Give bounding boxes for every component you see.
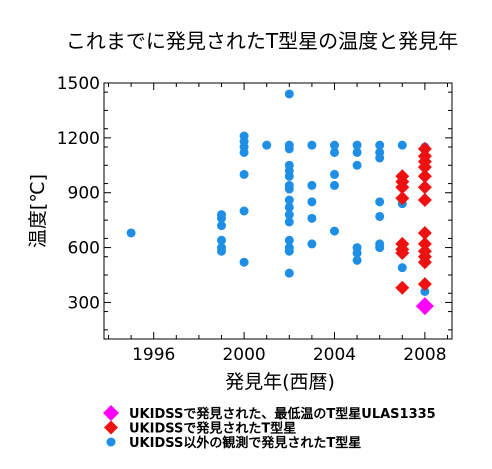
x-tick-label: 2004 bbox=[313, 345, 356, 365]
data-point-other bbox=[284, 268, 294, 278]
data-point-other bbox=[217, 221, 227, 231]
data-point-other bbox=[352, 160, 362, 170]
data-point-other bbox=[284, 210, 294, 220]
data-point-ukidss bbox=[395, 191, 410, 206]
chart-title: これまでに発見されたT型星の温度と発見年 bbox=[66, 29, 458, 53]
data-point-ulas1335 bbox=[415, 297, 434, 316]
data-point-other bbox=[284, 184, 294, 194]
data-point-other bbox=[284, 202, 294, 212]
data-point-other bbox=[375, 197, 385, 207]
x-axis-label: 発見年(西暦) bbox=[225, 371, 335, 393]
data-point-other bbox=[375, 243, 385, 253]
legend-label: UKIDSS以外の観測で発見されたT型星 bbox=[129, 435, 361, 451]
data-point-other bbox=[284, 144, 294, 154]
data-point-other bbox=[284, 217, 294, 227]
data-point-ukidss bbox=[417, 255, 432, 270]
data-point-other bbox=[397, 140, 407, 150]
data-point-other bbox=[329, 226, 339, 236]
data-point-other bbox=[329, 140, 339, 150]
data-point-ukidss bbox=[395, 246, 410, 261]
y-tick-label: 900 bbox=[68, 184, 100, 204]
data-point-other bbox=[217, 246, 227, 256]
legend-marker bbox=[103, 405, 119, 421]
legend-label: UKIDSSで発見されたT型星 bbox=[129, 421, 296, 437]
data-point-ukidss bbox=[417, 180, 432, 195]
data-point-ukidss bbox=[395, 280, 410, 295]
data-point-ukidss bbox=[417, 225, 432, 240]
legend-marker bbox=[104, 420, 118, 435]
y-axis: 300 600 900 1200 1500 bbox=[57, 74, 452, 331]
x-tick-label: 2008 bbox=[403, 345, 446, 365]
y-tick-label: 1200 bbox=[57, 129, 100, 149]
data-point-ukidss bbox=[417, 236, 432, 251]
data-point-other bbox=[329, 169, 339, 179]
legend-marker bbox=[106, 437, 116, 447]
data-point-other bbox=[284, 195, 294, 205]
x-axis: 1996 2000 2004 2008 bbox=[108, 83, 448, 365]
data-point-other bbox=[239, 257, 249, 267]
data-point-other bbox=[284, 246, 294, 256]
data-point-other bbox=[284, 89, 294, 99]
data-point-other bbox=[397, 263, 407, 273]
data-point-other bbox=[352, 147, 362, 157]
data-point-other bbox=[420, 286, 430, 296]
x-tick-label: 2000 bbox=[222, 345, 265, 365]
data-point-ukidss bbox=[417, 193, 432, 208]
legend: UKIDSSで発見された、最低温のT型星ULAS1335UKIDSSで発見された… bbox=[103, 405, 436, 451]
data-point-other bbox=[284, 235, 294, 245]
data-point-other bbox=[352, 248, 362, 258]
data-point-other bbox=[375, 140, 385, 150]
data-point-other bbox=[284, 171, 294, 181]
y-tick-label: 300 bbox=[68, 293, 100, 313]
data-point-other bbox=[329, 180, 339, 190]
legend-label: UKIDSSで発見された、最低温のT型星ULAS1335 bbox=[129, 406, 436, 422]
y-axis-label: 温度[℃] bbox=[27, 174, 49, 248]
data-point-other bbox=[126, 228, 136, 238]
plot-area-frame bbox=[103, 82, 453, 340]
data-point-other bbox=[239, 147, 249, 157]
data-point-other bbox=[307, 140, 317, 150]
data-point-other bbox=[307, 180, 317, 190]
data-point-other bbox=[307, 197, 317, 207]
data-point-other bbox=[239, 169, 249, 179]
data-point-other bbox=[239, 206, 249, 216]
data-point-ukidss bbox=[417, 277, 432, 292]
data-point-other bbox=[262, 140, 272, 150]
data-point-other bbox=[375, 211, 385, 221]
data-point-other bbox=[375, 153, 385, 163]
data-point-other bbox=[329, 147, 339, 157]
data-point-ukidss bbox=[417, 169, 432, 184]
data-point-other bbox=[217, 213, 227, 223]
data-point-other bbox=[352, 140, 362, 150]
data-point-other bbox=[217, 235, 227, 245]
data-point-other bbox=[307, 239, 317, 249]
data-point-ukidss bbox=[417, 141, 432, 156]
data-point-ukidss bbox=[395, 180, 410, 195]
data-markers bbox=[126, 89, 434, 316]
y-tick-label: 1500 bbox=[57, 74, 100, 94]
data-point-other bbox=[307, 213, 317, 223]
data-point-ukidss bbox=[417, 160, 432, 175]
x-tick-label: 1996 bbox=[132, 345, 175, 365]
data-point-other bbox=[352, 255, 362, 265]
y-tick-label: 600 bbox=[68, 239, 100, 259]
